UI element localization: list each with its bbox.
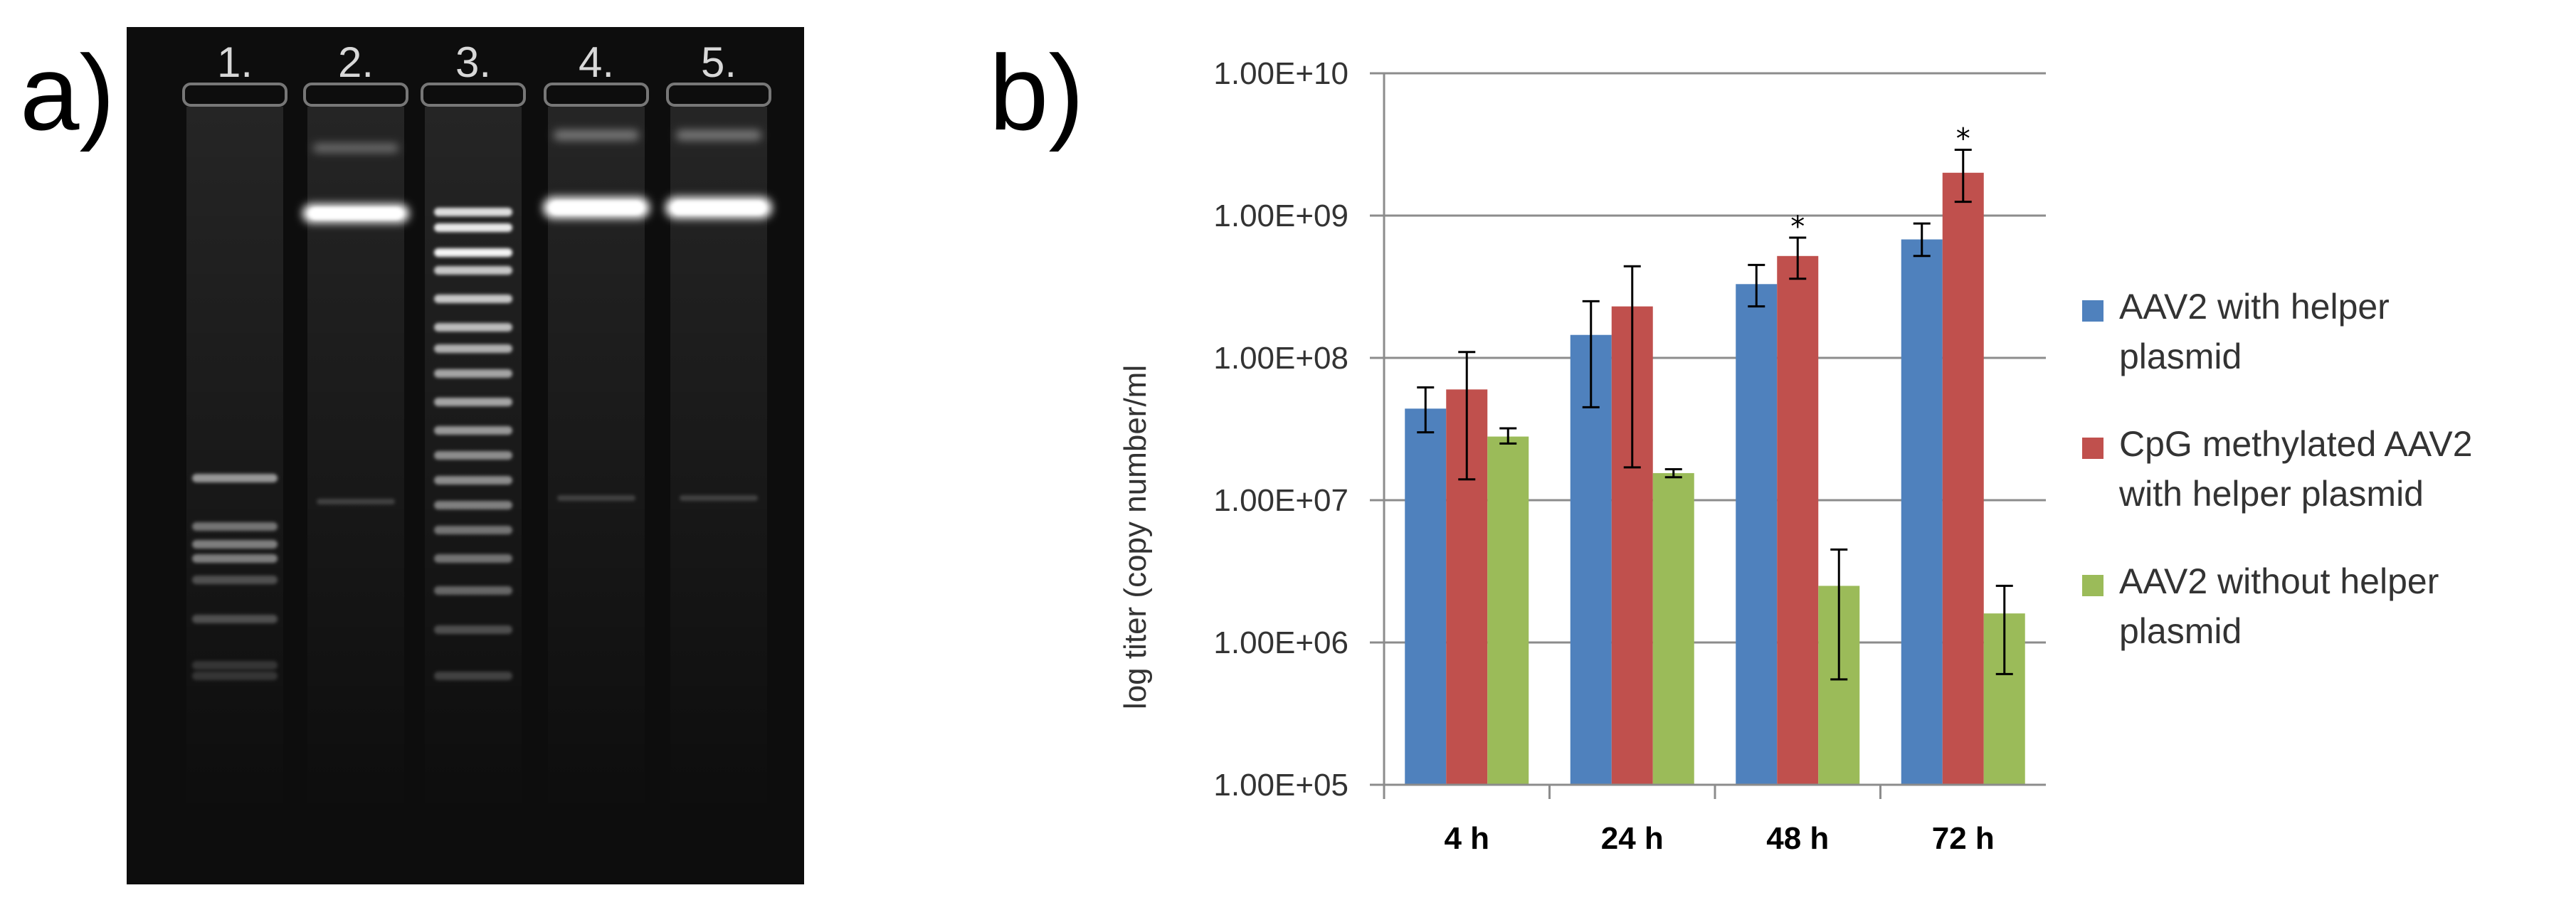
gel-band [192, 540, 278, 549]
bar-3 [1652, 472, 1694, 785]
legend-label-1: AAV2 with helper [2119, 287, 2390, 327]
y-axis-title: log titer (copy number/ml [1118, 365, 1153, 709]
gel-band [192, 615, 278, 623]
significance-marker: * [1956, 123, 1970, 156]
gel-band [676, 130, 761, 140]
gel-band [192, 554, 278, 563]
gel-well [421, 83, 526, 107]
gel-band [434, 323, 512, 332]
lane-label-3: 3. [455, 38, 491, 86]
gel-band [434, 526, 512, 534]
gel-band [434, 344, 512, 353]
gel-band [192, 672, 278, 680]
legend: AAV2 with helper plasmid CpG methylated AA… [2082, 287, 2473, 651]
gel-band [557, 495, 635, 501]
lane-smear [186, 107, 283, 818]
gel-band [434, 554, 512, 563]
gel-band [434, 208, 512, 216]
gel-band [192, 474, 278, 482]
bar-2 [1777, 255, 1819, 785]
lane-label-5: 5. [701, 38, 737, 86]
y-tick-label: 1.00E+06 [1213, 625, 1348, 660]
gel-band [434, 625, 512, 634]
x-axis-categories: 4 h 24 h 48 h 72 h [1383, 783, 2046, 856]
gel-band [317, 499, 395, 504]
gel-band [672, 201, 765, 214]
y-tick-label: 1.00E+10 [1213, 56, 1348, 91]
gel-band [434, 248, 512, 257]
legend-swatch-2 [2082, 438, 2103, 459]
bar-1 [1570, 334, 1612, 785]
legend-swatch-1 [2082, 300, 2103, 322]
gel-well [303, 83, 408, 107]
gel-band [313, 144, 398, 152]
gel-band [550, 201, 643, 214]
x-category-label: 72 h [1932, 821, 1995, 856]
bar-1 [1405, 408, 1447, 785]
gel-band [554, 130, 639, 140]
bar-3 [1487, 436, 1529, 785]
gel-band [192, 522, 278, 531]
bar-2 [1942, 172, 1984, 785]
lane-label-1: 1. [217, 38, 253, 86]
panel-b-label: b) [989, 33, 1084, 152]
legend-label-1: plasmid [2119, 337, 2242, 376]
panel-a-label: a) [20, 33, 115, 152]
gel-band [434, 451, 512, 460]
x-category-label: 24 h [1601, 821, 1664, 856]
gel-band [434, 672, 512, 680]
gel-band [434, 369, 512, 378]
gel-band [192, 661, 278, 670]
legend-swatch-3 [2082, 575, 2103, 596]
lane-label-4: 4. [579, 38, 614, 86]
y-tick-label: 1.00E+07 [1213, 483, 1348, 518]
bar-1 [1736, 284, 1778, 785]
gel-well [544, 83, 649, 107]
lane-smear [307, 107, 404, 818]
gel-band [434, 586, 512, 595]
gel-band [434, 266, 512, 275]
gel-band [434, 476, 512, 485]
x-category-label: 4 h [1444, 821, 1489, 856]
gel-band [434, 223, 512, 232]
gel-band [192, 576, 278, 584]
legend-label-3: AAV2 without helper [2119, 561, 2439, 601]
gel-well [666, 83, 771, 107]
significance-marker: * [1790, 211, 1805, 243]
legend-label-2: CpG methylated AAV2 [2119, 424, 2473, 464]
y-tick-label: 1.00E+09 [1213, 199, 1348, 233]
gel-band [434, 501, 512, 509]
lane-smear [548, 107, 645, 818]
gel-band [434, 426, 512, 435]
gel-band [310, 208, 402, 219]
bars [1405, 172, 2025, 785]
error-bars: ** [1417, 123, 2013, 681]
y-axis-ticks: 1.00E+05 1.00E+06 1.00E+07 1.00E+08 1.00E+09… [1213, 56, 1348, 803]
lane-smear [670, 107, 767, 818]
bar-1 [1901, 239, 1943, 785]
gel-band [434, 398, 512, 406]
gel-lanes [182, 83, 772, 818]
gel-well [182, 83, 287, 107]
lane-label-2: 2. [338, 38, 374, 86]
gel-band [680, 495, 758, 501]
gel-band [434, 295, 512, 303]
x-category-label: 48 h [1766, 821, 1829, 856]
y-tick-label: 1.00E+05 [1213, 768, 1348, 803]
legend-label-3: plasmid [2119, 611, 2242, 651]
legend-label-2: with helper plasmid [2118, 474, 2424, 514]
y-tick-label: 1.00E+08 [1213, 341, 1348, 376]
